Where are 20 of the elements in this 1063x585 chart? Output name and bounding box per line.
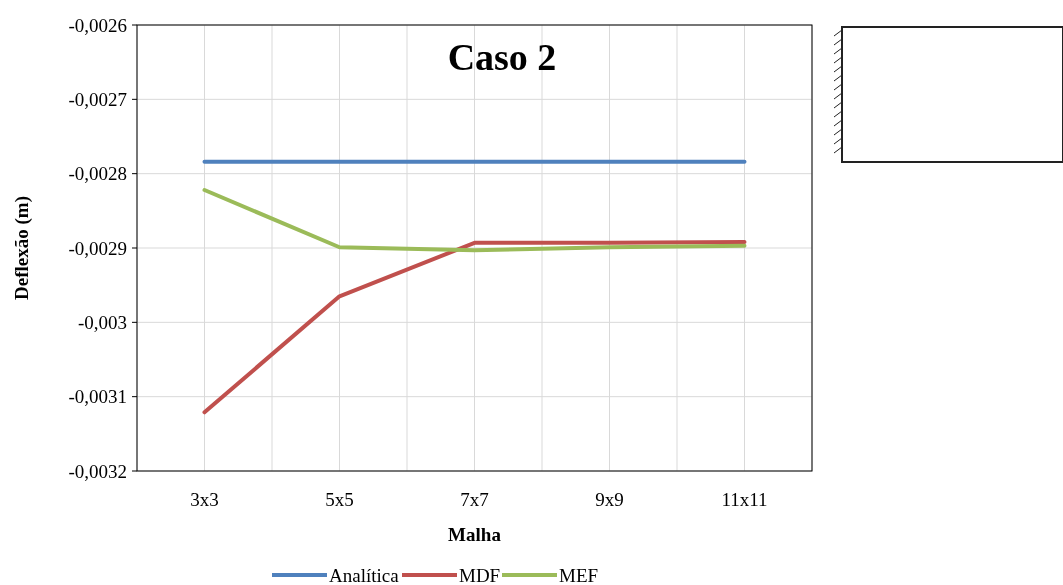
y-tick-label: -0,0026 — [68, 14, 127, 36]
chart-title: Caso 2 — [447, 36, 557, 78]
x-tick-label: 9x9 — [595, 489, 624, 510]
x-tick-label: 11x11 — [721, 489, 768, 510]
y-tick-label: -0,0027 — [68, 88, 127, 110]
line-series — [202, 240, 747, 415]
y-axis-title: Deflexão (m) — [11, 196, 33, 300]
legend-label: Analítica — [329, 564, 400, 585]
legend-label: MDF — [459, 564, 501, 585]
legend-label: MEF — [559, 564, 599, 585]
y-tick-label: -0,0032 — [68, 460, 127, 482]
x-tick-label: 5x5 — [325, 489, 354, 510]
y-tick-label: -0,003 — [77, 311, 127, 333]
x-tick-label: 7x7 — [460, 489, 489, 510]
y-tick-label: -0,0031 — [68, 386, 127, 408]
y-tick-label: -0,0029 — [68, 237, 127, 259]
y-tick-label: -0,0028 — [68, 163, 127, 185]
x-axis-title: Malha — [448, 524, 502, 545]
x-tick-label: 3x3 — [190, 489, 219, 510]
line-series — [202, 188, 747, 253]
